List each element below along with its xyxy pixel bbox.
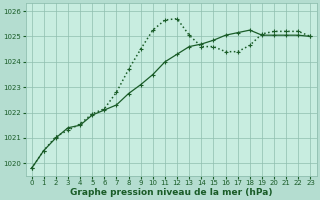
X-axis label: Graphe pression niveau de la mer (hPa): Graphe pression niveau de la mer (hPa) (70, 188, 272, 197)
